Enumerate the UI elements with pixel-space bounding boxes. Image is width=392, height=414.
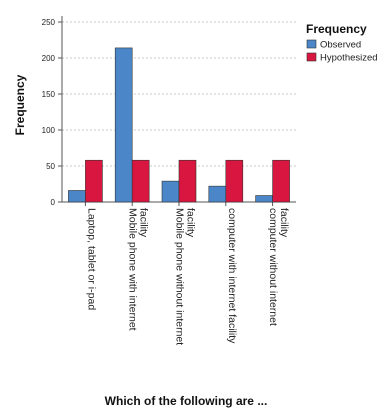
bar-observed-0: [68, 190, 86, 203]
y-tick-label: 100: [42, 126, 56, 135]
bar-hypothesized-2: [178, 159, 197, 203]
legend-swatch-observed: [306, 39, 317, 49]
x-tick-labels: Laptop, tablet or i-pad Mobile phone with…: [85, 208, 290, 345]
x-tick-label: computer with internet facility: [226, 208, 238, 344]
legend-swatch-hypothesized: [306, 52, 317, 62]
x-tick-label: Mobile phone without internet: [174, 208, 186, 345]
x-tick-label: facility: [138, 208, 150, 238]
bars: [68, 47, 290, 203]
legend: Frequency Observed Hypothesized: [306, 22, 378, 64]
gridlines: [62, 21, 296, 167]
bar-hypothesized-4: [272, 159, 290, 203]
bar-observed-2: [161, 180, 180, 203]
legend-label-observed: Observed: [320, 40, 361, 51]
bar-observed-1: [114, 47, 133, 203]
x-tick-label: facility: [278, 208, 290, 238]
y-tick-label: 150: [42, 90, 56, 99]
y-tick-label: 200: [42, 54, 56, 63]
bar-hypothesized-0: [85, 159, 103, 203]
y-tick-labels: 0 50 100 150 200 250: [42, 18, 56, 207]
legend-label-hypothesized: Hypothesized: [320, 53, 378, 64]
bar-observed-4: [255, 195, 273, 203]
x-tick-label: computer without internet: [267, 208, 279, 326]
bar-hypothesized-3: [225, 159, 244, 203]
y-tick-label: 50: [46, 162, 55, 171]
bar-hypothesized-1: [131, 159, 150, 203]
bar-observed-3: [208, 185, 227, 203]
x-axis-title: Which of the following are ...: [105, 394, 268, 408]
y-axis-title: Frequency: [13, 74, 27, 135]
legend-title: Frequency: [306, 22, 367, 36]
x-tick-label: Laptop, tablet or i-pad: [85, 208, 97, 310]
y-tick-label: 250: [42, 18, 56, 27]
y-tick-label: 0: [51, 198, 56, 207]
x-tick-label: facility: [185, 208, 197, 238]
x-tick-label: Mobile phone with internet: [127, 208, 139, 331]
